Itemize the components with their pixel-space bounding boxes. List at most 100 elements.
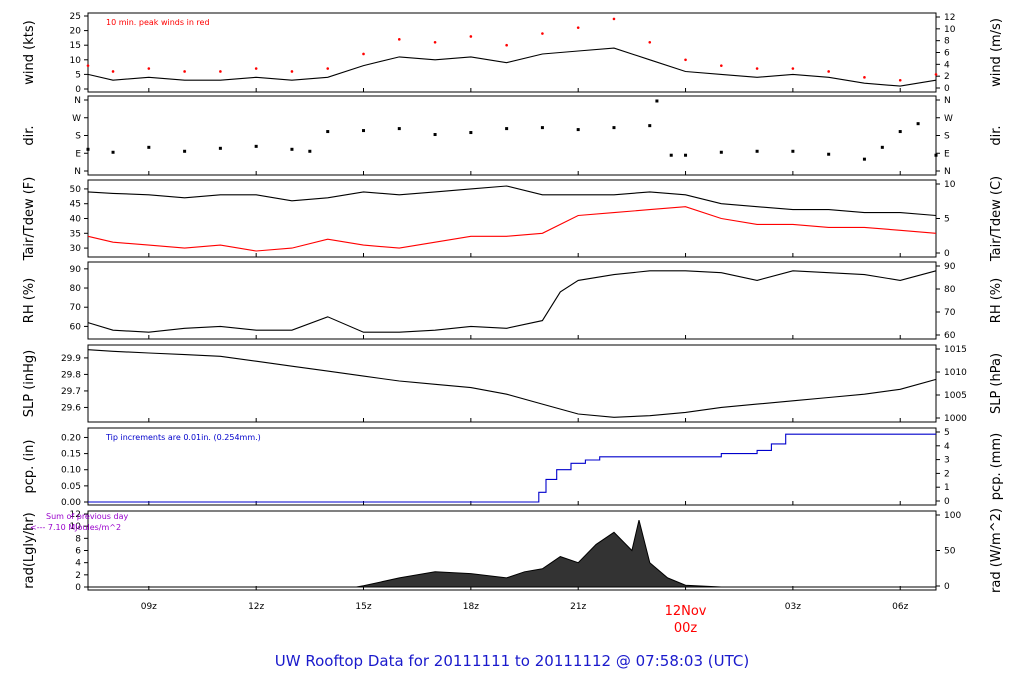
date-marker-line1: 12Nov <box>665 604 707 619</box>
peak-wind-point <box>290 70 294 73</box>
left-tick-label: 0 <box>75 85 81 95</box>
left-tick-label: 0 <box>75 583 81 593</box>
peak-wind-point <box>684 58 687 62</box>
direction-point <box>862 157 866 161</box>
left-tick-label: 25 <box>70 12 81 22</box>
x-tick-label: 09z <box>141 602 157 612</box>
panel-temperature: Tair/Tdew (F) Tair/Tdew (C) 30 35 40 45 50 0 5 10 <box>22 176 1004 262</box>
panel-wind: wind (kts) wind (m/s) 0 5 10 15 20 25 0 2 46 8 10 12 1… <box>22 12 1004 95</box>
right-tick-label: N <box>944 167 951 177</box>
radiation-note-line1: Sum of previous day <box>46 512 128 521</box>
direction-point <box>827 152 831 156</box>
peak-wind-point <box>183 70 186 73</box>
left-tick-label: 30 <box>70 244 82 254</box>
peak-wind-point <box>541 32 544 35</box>
left-tick-label: 0.20 <box>61 433 81 443</box>
right-tick-label: 0 <box>944 249 950 259</box>
direction-point <box>362 129 366 133</box>
direction-point <box>111 150 115 154</box>
peak-wind-point <box>648 40 652 44</box>
panel-humidity: RH (%) RH (%) 60 70 80 90 60 70 80 90 <box>22 261 1004 341</box>
direction-point <box>898 130 902 134</box>
left-tick-label: 0.15 <box>61 450 81 460</box>
series-line-precipitation <box>88 433 936 503</box>
direction-point <box>433 133 437 137</box>
left-tick-label: 0.10 <box>61 466 81 476</box>
right-tick-label: 10 <box>944 25 956 35</box>
right-tick-label: N <box>944 96 951 106</box>
left-tick-label: N <box>74 96 81 106</box>
ylabel-right: wind (m/s) <box>989 18 1004 87</box>
right-tick-label: W <box>944 114 953 124</box>
peak-wind-point <box>362 52 365 56</box>
panel-frame <box>87 261 937 340</box>
right-tick-label: 2 <box>944 469 950 479</box>
direction-point <box>684 153 688 157</box>
x-tick-label: 06z <box>892 602 908 612</box>
direction-point <box>397 127 401 131</box>
direction-point <box>916 122 920 126</box>
peak-wind-point <box>254 67 258 70</box>
left-tick-label: 2 <box>75 571 81 581</box>
panel-frame <box>87 427 937 506</box>
x-tick-label: 03z <box>785 602 801 612</box>
left-tick-label: 15 <box>70 41 81 51</box>
left-tick-label: 12 <box>70 510 81 520</box>
right-tick-label: 1005 <box>944 391 967 401</box>
peak-wind-point <box>86 64 90 67</box>
series-line-humidity <box>87 270 937 333</box>
right-tick-label: 0 <box>944 582 950 592</box>
peak-wind-point <box>934 73 938 76</box>
right-tick-label: 2 <box>944 72 950 82</box>
series-line-pressure <box>87 349 937 418</box>
direction-point <box>669 153 673 157</box>
right-tick-label: 0 <box>944 84 950 94</box>
right-tick-label: 1010 <box>944 368 967 378</box>
right-tick-label: 1 <box>944 483 950 493</box>
ylabel-right: dir. <box>989 125 1004 145</box>
right-tick-label: 90 <box>944 262 956 272</box>
left-tick-label: 8 <box>75 534 81 544</box>
left-tick-label: N <box>74 167 81 177</box>
peak-wind-point <box>612 17 616 21</box>
left-tick-label: 90 <box>70 265 82 275</box>
left-tick-label: 29.9 <box>61 354 81 364</box>
direction-point <box>934 153 938 157</box>
peak-wind-point <box>111 70 115 73</box>
peak-wind-point <box>469 35 473 38</box>
right-tick-label: 4 <box>944 60 950 70</box>
direction-point <box>218 146 222 150</box>
panel-annotation: Tip increments are 0.01in. (0.254mm.) <box>105 433 261 442</box>
right-tick-label: E <box>944 149 950 159</box>
peak-wind-point <box>791 67 795 70</box>
ylabel-left: SLP (inHg) <box>22 350 37 418</box>
peak-wind-point <box>827 70 830 73</box>
date-marker-line2: 00z <box>674 621 698 636</box>
direction-point <box>254 144 258 148</box>
direction-point <box>308 149 312 153</box>
x-tick-label: 15z <box>355 602 371 612</box>
series-line-Tdew <box>87 206 937 252</box>
series-line-wind <box>87 47 937 87</box>
ylabel-right: Tair/Tdew (C) <box>989 176 1004 262</box>
ylabel-right: SLP (hPa) <box>989 353 1004 414</box>
left-tick-label: 10 <box>70 56 82 66</box>
right-tick-label: 70 <box>944 308 956 318</box>
right-tick-label: 1000 <box>944 414 967 424</box>
left-tick-label: W <box>72 114 81 124</box>
direction-point <box>648 124 652 128</box>
right-tick-label: 3 <box>944 456 950 466</box>
panel-annotation: 10 min. peak winds in red <box>106 18 210 27</box>
direction-point <box>147 145 151 149</box>
left-tick-label: 70 <box>70 303 82 313</box>
left-tick-label: 60 <box>70 322 82 332</box>
left-tick-label: 4 <box>75 559 81 569</box>
x-tick-label: 21z <box>570 602 586 612</box>
peak-wind-point <box>863 76 866 79</box>
left-tick-label: E <box>75 149 81 159</box>
direction-point <box>290 147 294 151</box>
left-tick-label: 40 <box>70 215 82 225</box>
direction-point <box>505 127 509 131</box>
peak-wind-point <box>433 40 437 44</box>
